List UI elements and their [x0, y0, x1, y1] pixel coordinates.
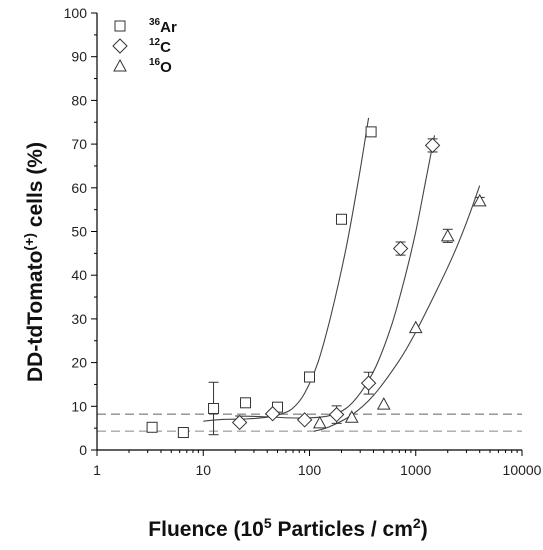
- legend-marker-ar: [114, 20, 126, 32]
- y-tick-label: 100: [64, 5, 88, 21]
- data-point-ar: [177, 427, 189, 439]
- legend-entry-o: 16O: [149, 57, 172, 76]
- data-point-ar: [365, 126, 377, 138]
- data-point-c: [328, 406, 345, 423]
- data-point-o: [344, 410, 359, 423]
- data-point-ar: [240, 397, 252, 409]
- data-point-c: [392, 240, 409, 257]
- data-point-o: [312, 415, 327, 429]
- y-tick-label: 80: [71, 92, 87, 108]
- data-point-ar: [208, 402, 220, 414]
- legend-marker-o: [113, 58, 127, 72]
- data-point-c: [231, 414, 248, 431]
- y-axis-title: DD-tdTomato(+) cells (%): [21, 142, 47, 382]
- x-tick-label: 1: [93, 462, 101, 478]
- y-tick-label: 60: [71, 180, 87, 196]
- x-tick-label: 100: [298, 462, 322, 478]
- legend-entry-c: 12C: [149, 37, 171, 56]
- x-tick-label: 10: [195, 462, 211, 478]
- y-tick-label: 50: [71, 224, 87, 240]
- data-point-o: [408, 320, 423, 334]
- data-point-c: [424, 137, 441, 154]
- data-point-o: [376, 397, 391, 410]
- data-point-ar: [335, 213, 347, 225]
- y-tick-label: 90: [71, 49, 87, 65]
- fit-curve-c: [235, 135, 436, 419]
- legend-marker-c: [112, 38, 128, 54]
- y-tick-label: 40: [71, 267, 87, 283]
- fit-curve-o: [313, 185, 481, 432]
- y-tick-label: 70: [71, 136, 87, 152]
- x-axis-title: Fluence (105 Particles / cm2): [148, 515, 427, 541]
- x-tick-label: 10000: [503, 462, 542, 478]
- legend-entry-ar: 36Ar: [149, 17, 177, 36]
- data-point-o: [440, 228, 455, 242]
- data-points: [146, 126, 487, 439]
- y-tick-label: 10: [71, 398, 87, 414]
- x-tick-label: 1000: [400, 462, 431, 478]
- data-point-o: [472, 193, 487, 207]
- data-point-c: [296, 412, 313, 428]
- y-tick-label: 30: [71, 311, 87, 327]
- data-point-ar: [146, 421, 158, 433]
- data-point-c: [264, 406, 281, 422]
- data-point-c: [360, 375, 377, 391]
- error-bars: [208, 138, 485, 436]
- data-point-ar: [304, 371, 315, 383]
- fit-curve-ar: [203, 117, 370, 422]
- reference-lines: [97, 413, 522, 432]
- y-tick-label: 20: [71, 355, 87, 371]
- fit-curves: [203, 117, 481, 432]
- y-tick-label: 0: [79, 442, 87, 458]
